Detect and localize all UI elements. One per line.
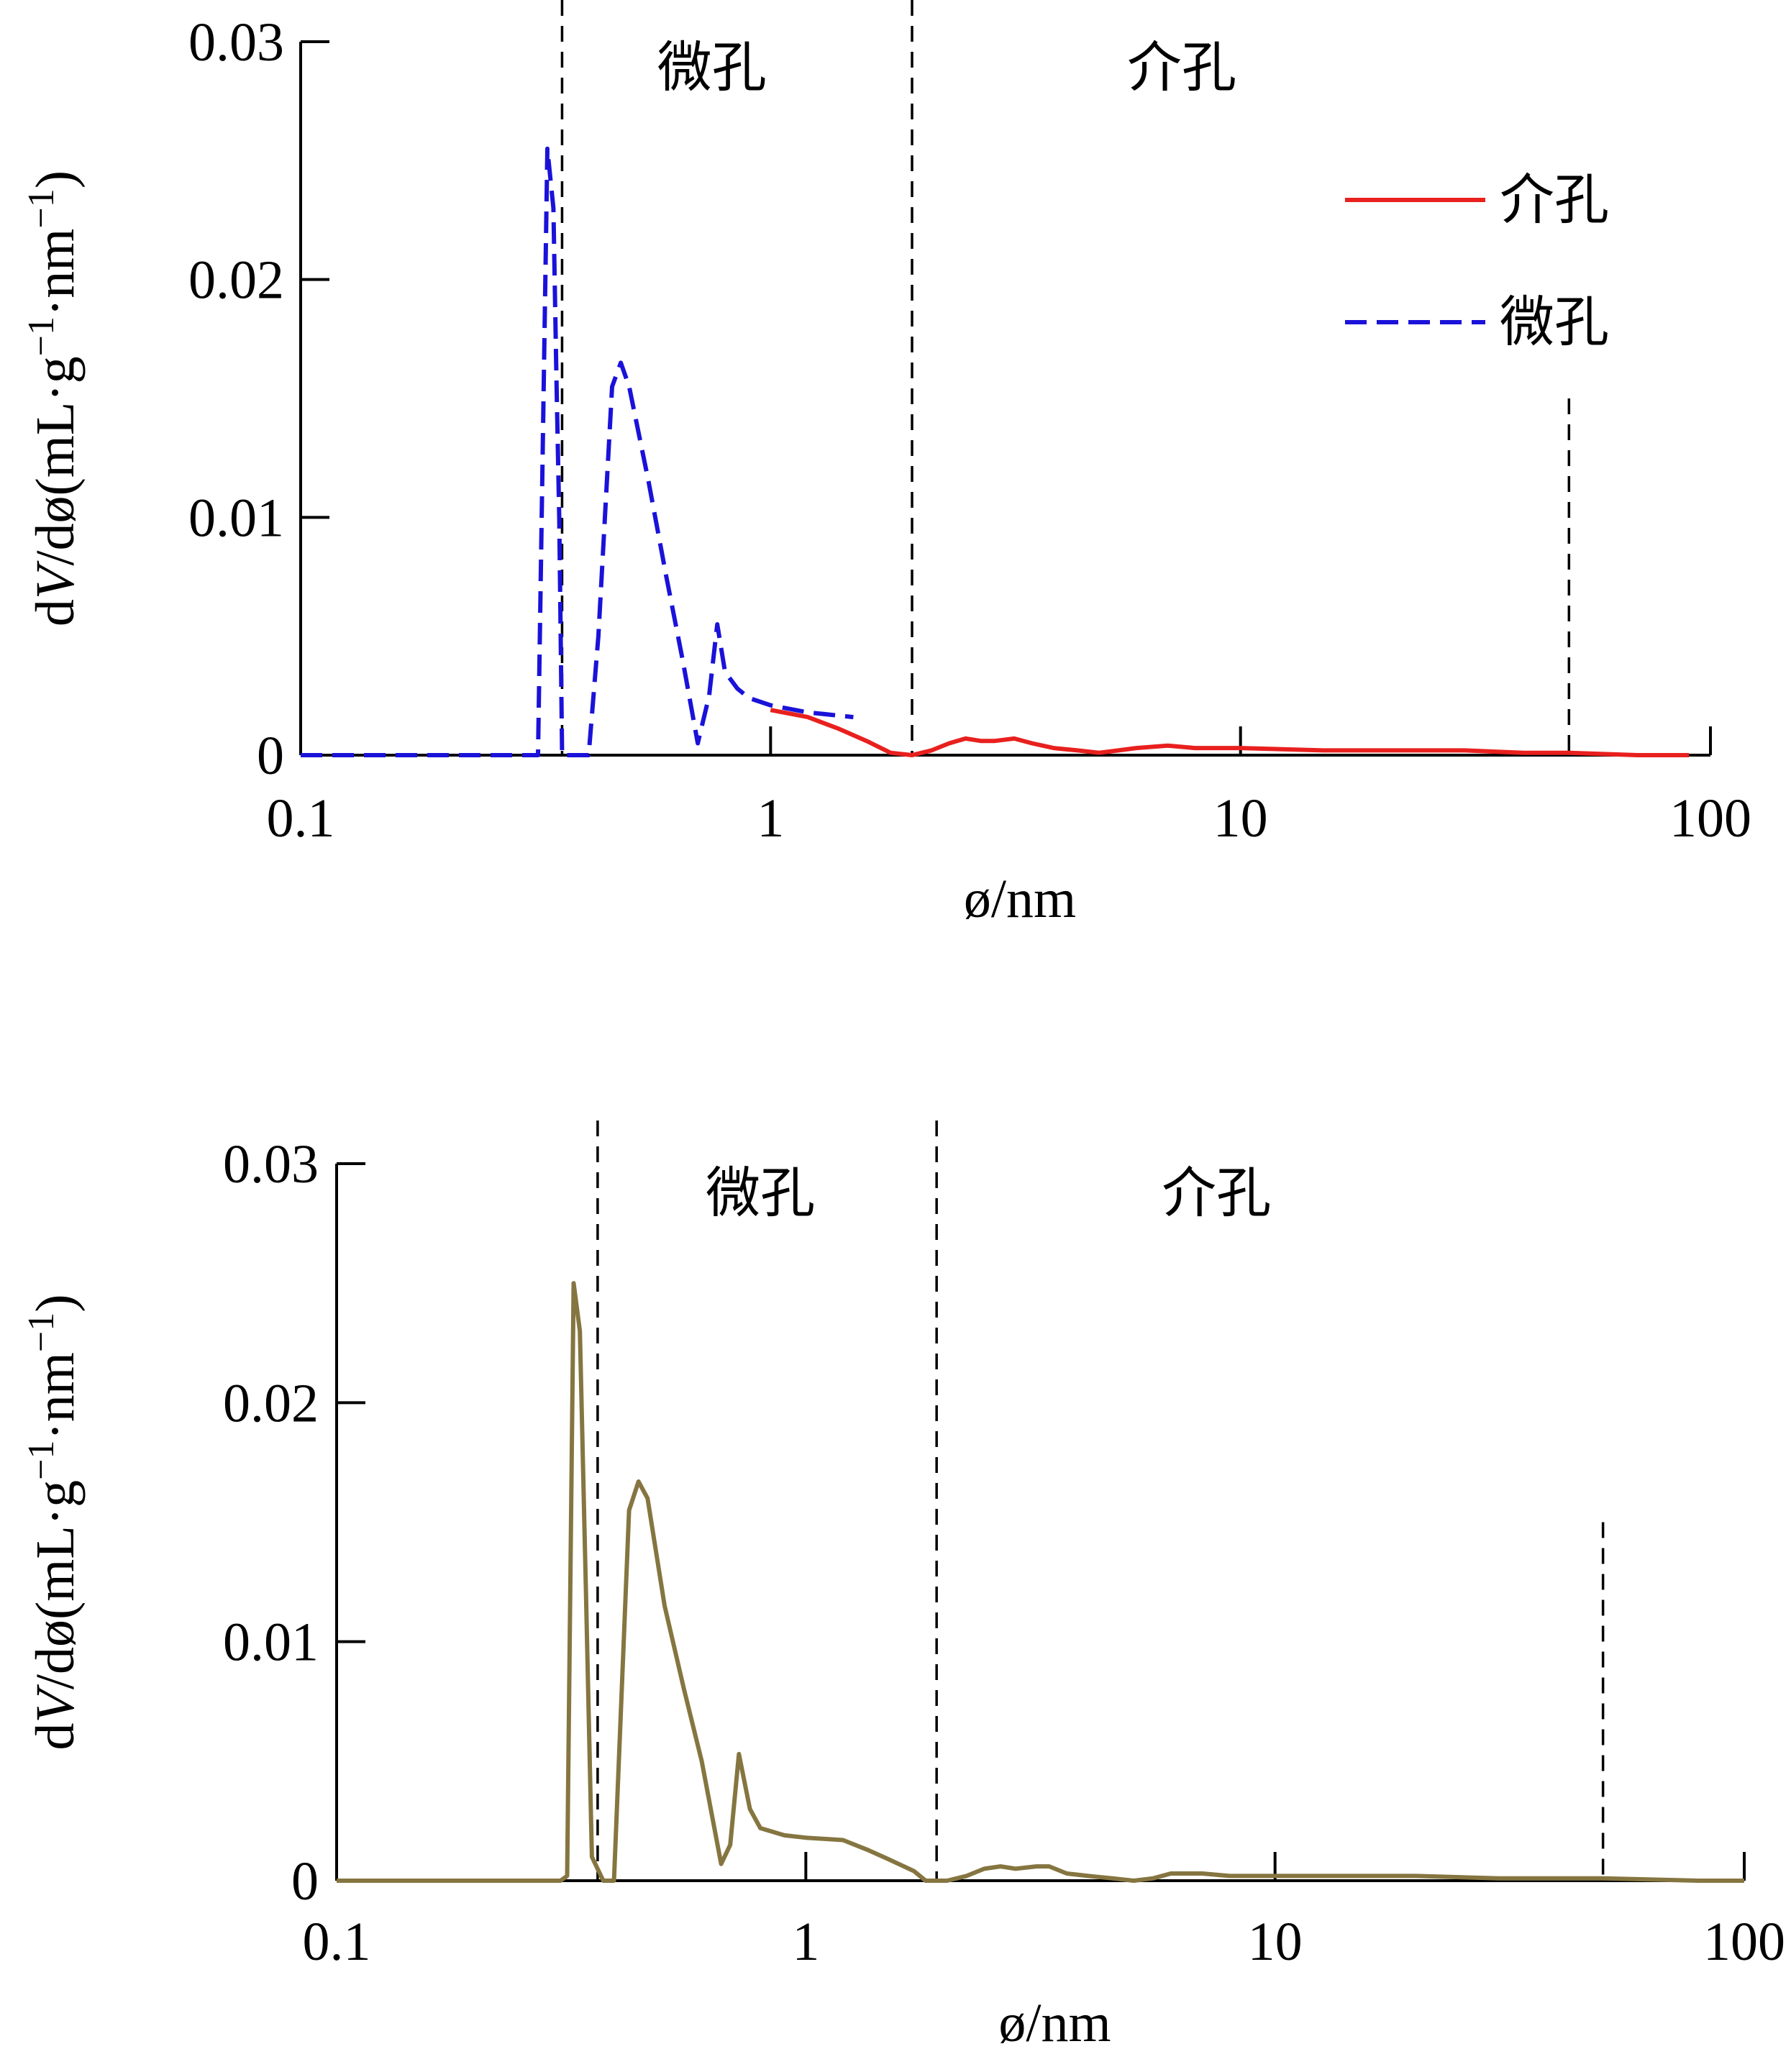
region-label: 介孔 (1127, 38, 1236, 99)
legend-label: 介孔 (1500, 170, 1609, 231)
x-tick-label: 0.1 (303, 1912, 371, 1972)
y-axis-title: dV/dø(mL·g−1·nm−1) (21, 1294, 86, 1750)
y-axis-title: dV/dø(mL·g−1·nm−1) (21, 170, 86, 626)
x-tick-label: 100 (1703, 1912, 1785, 1972)
x-axis-title: ø/nm (998, 1993, 1111, 2053)
chart-panel-2: 0 0.01 0.02 0.03 0.1 1 10 100 ø/nm dV/dø(mL·g−1·n… (21, 1121, 1785, 2053)
series-line-2 (301, 146, 854, 757)
region-label: 介孔 (1162, 1164, 1271, 1224)
x-axis-title: ø/nm (964, 869, 1076, 929)
y-tick-label: 0.03 (188, 12, 284, 73)
y-tick-label: 0.02 (223, 1373, 319, 1433)
y-tick-label: 0.01 (223, 1612, 319, 1673)
series-line-1 (337, 1281, 1744, 1883)
y-tick-label: 0.01 (188, 488, 284, 548)
y-tick-label: 0 (257, 726, 284, 786)
y-tick-label: 0 (291, 1851, 319, 1912)
chart-panel-1: 0 0.01 0.02 0.03 0.1 1 10 100 ø/nm dV/dø(mL·g−1·n… (21, 0, 1751, 929)
x-tick-label: 100 (1669, 788, 1751, 849)
x-tick-label: 10 (1213, 788, 1268, 849)
x-tick-label: 1 (792, 1912, 819, 1972)
region-label: 微孔 (706, 1164, 815, 1224)
x-tick-label: 10 (1248, 1912, 1303, 1972)
legend-label: 微孔 (1500, 293, 1609, 353)
y-tick-label: 0.03 (223, 1134, 319, 1195)
region-label: 微孔 (657, 38, 767, 99)
series-line-1 (770, 708, 1690, 757)
x-tick-label: 1 (757, 788, 784, 849)
x-tick-label: 0.1 (267, 788, 335, 849)
y-tick-label: 0.02 (188, 250, 284, 311)
